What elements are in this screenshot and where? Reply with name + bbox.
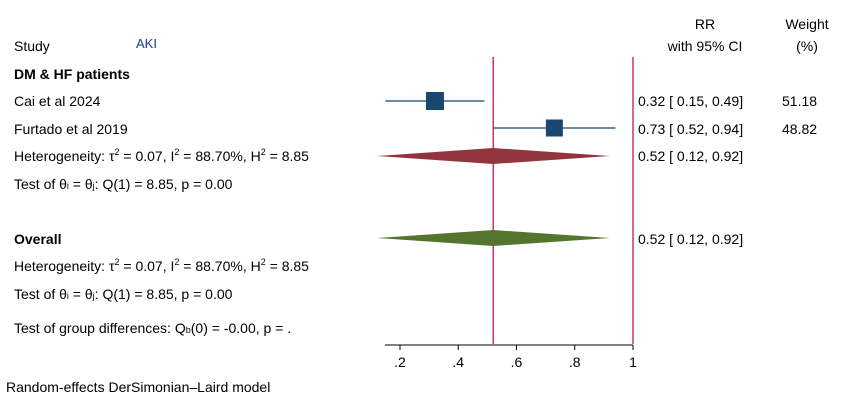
weight-furtado: 48.82 bbox=[782, 121, 818, 137]
x-tick-label-3: .8 bbox=[569, 354, 581, 370]
study-label-furtado: Furtado et al 2019 bbox=[14, 121, 128, 137]
group-title: DM & HF patients bbox=[14, 66, 130, 82]
x-tick-label-4: 1 bbox=[629, 354, 637, 370]
ci-text-furtado: 0.73 [ 0.52, 0.94] bbox=[638, 121, 744, 137]
study-label-cai: Cai et al 2024 bbox=[14, 93, 101, 109]
header-effect-line2: with 95% CI bbox=[667, 38, 743, 54]
ci-text-cai: 0.32 [ 0.15, 0.49] bbox=[638, 93, 744, 109]
overall-pooled-diamond bbox=[376, 230, 610, 246]
group-test: Test of θi = θj: Q(1) = 8.85, p = 0.00 bbox=[14, 176, 233, 192]
weight-cai: 51.18 bbox=[782, 93, 818, 109]
x-tick-label-0: .2 bbox=[394, 354, 406, 370]
study-marker-cai bbox=[425, 92, 444, 110]
overall-title: Overall bbox=[14, 231, 62, 247]
study-marker-furtado bbox=[545, 119, 563, 137]
header-outcome: AKI bbox=[136, 36, 157, 51]
ci-text-group-pooled: 0.52 [ 0.12, 0.92] bbox=[638, 148, 744, 164]
header-weight-line1: Weight bbox=[785, 16, 829, 32]
header-study: Study bbox=[14, 38, 50, 54]
x-tick-label-2: .6 bbox=[511, 354, 523, 370]
group-heterogeneity: Heterogeneity: τ2 = 0.07, I2 = 88.70%, H… bbox=[14, 147, 309, 164]
overall-heterogeneity: Heterogeneity: τ2 = 0.07, I2 = 88.70%, H… bbox=[14, 257, 309, 274]
header-weight-line2: (%) bbox=[796, 38, 818, 54]
x-tick-label-1: .4 bbox=[452, 354, 464, 370]
footnote: Random-effects DerSimonian–Laird model bbox=[6, 379, 271, 395]
group-differences-test: Test of group differences: Qb(0) = -0.00… bbox=[14, 320, 292, 336]
group-pooled-diamond bbox=[376, 148, 610, 164]
overall-test: Test of θi = θj: Q(1) = 8.85, p = 0.00 bbox=[14, 286, 233, 302]
ci-text-overall-pooled: 0.52 [ 0.12, 0.92] bbox=[638, 231, 744, 247]
header-effect-line1: RR bbox=[694, 16, 716, 32]
